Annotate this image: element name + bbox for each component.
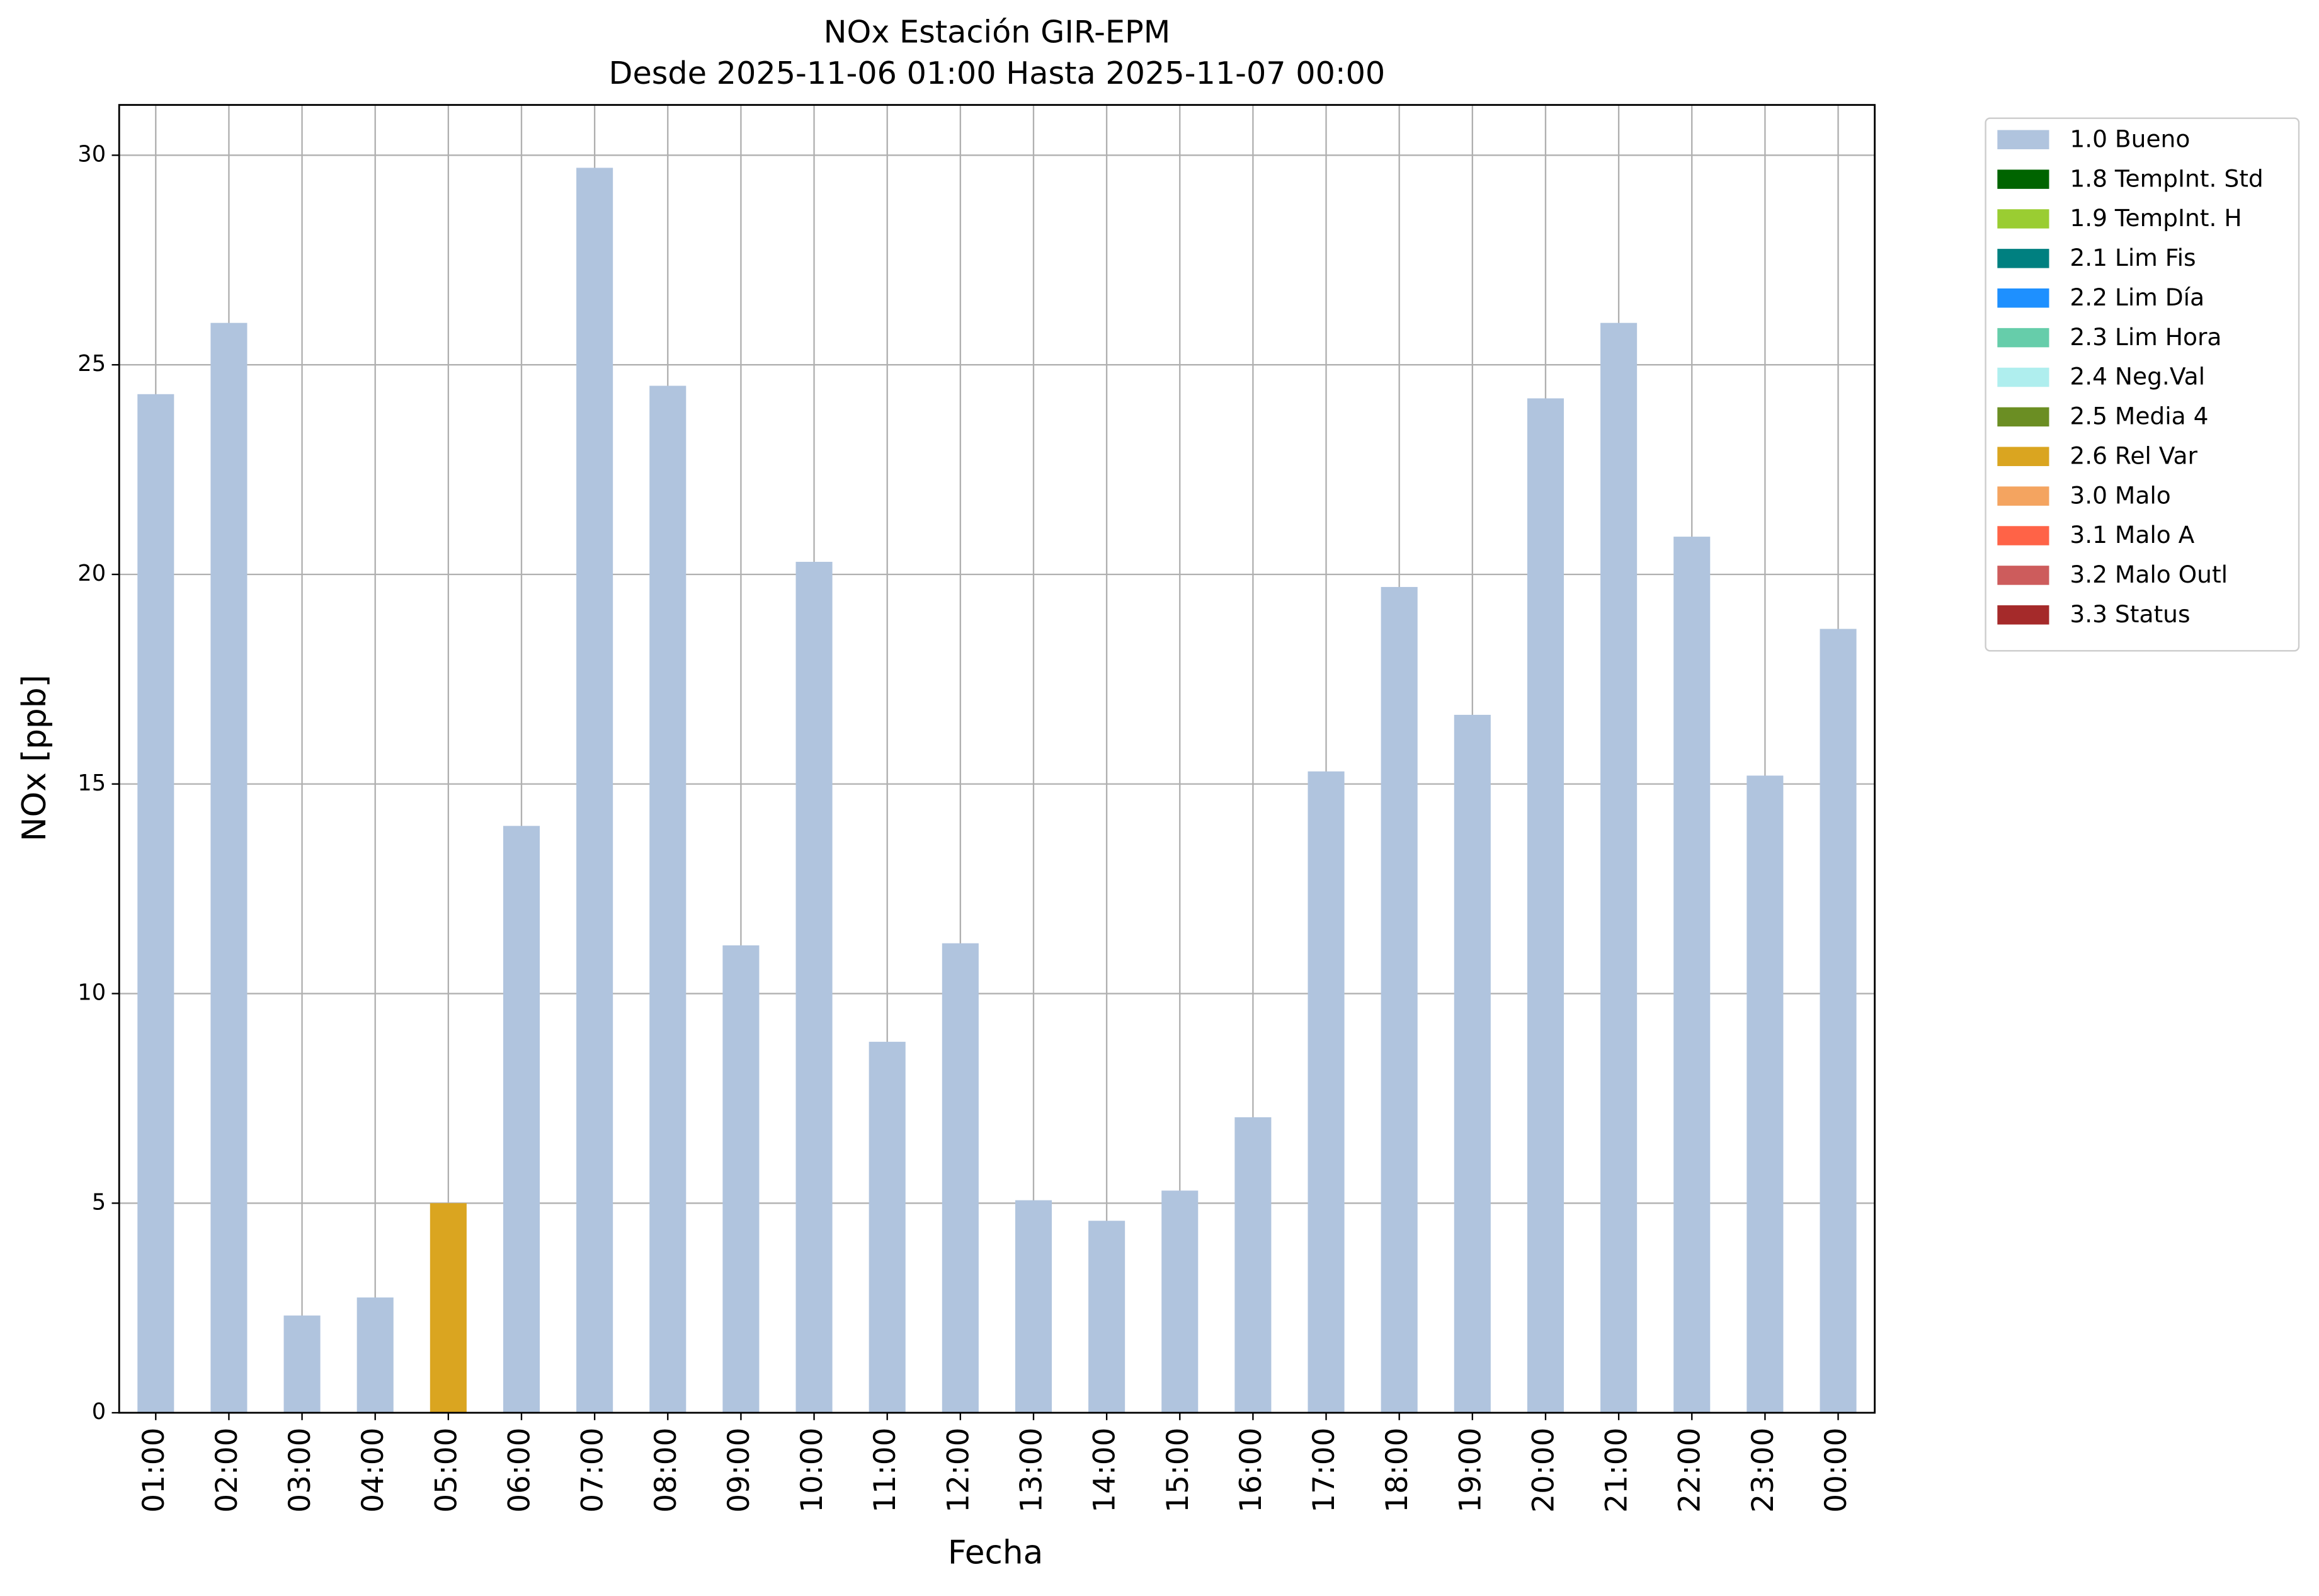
bar xyxy=(649,385,687,1413)
x-tick-label: 11:00 xyxy=(868,1428,903,1513)
x-tick-label: 01:00 xyxy=(137,1428,171,1513)
legend-swatch xyxy=(1997,526,2049,545)
legend-swatch xyxy=(1997,169,2049,189)
bar xyxy=(356,1297,394,1413)
bar xyxy=(1746,775,1784,1413)
x-tick-label: 19:00 xyxy=(1453,1428,1488,1513)
legend-label: 2.1 Lim Fis xyxy=(2070,244,2196,271)
legend-label: 2.3 Lim Hora xyxy=(2070,323,2221,351)
legend-box xyxy=(1985,117,2300,652)
x-tick-label: 00:00 xyxy=(1819,1428,1854,1513)
bar xyxy=(869,1042,906,1413)
legend-label: 2.4 Neg.Val xyxy=(2070,363,2205,390)
x-tick-label: 20:00 xyxy=(1526,1428,1561,1513)
legend-label: 2.5 Media 4 xyxy=(2070,402,2208,430)
bar xyxy=(1381,586,1418,1413)
x-tick-label: 16:00 xyxy=(1234,1428,1268,1513)
x-tick-label: 10:00 xyxy=(795,1428,829,1513)
y-tick-label: 30 xyxy=(77,141,106,167)
bar xyxy=(722,945,760,1413)
plot-frame xyxy=(118,104,1876,1414)
y-tick-label: 15 xyxy=(77,770,106,796)
bar xyxy=(1234,1117,1272,1413)
bar xyxy=(1161,1190,1199,1413)
legend-swatch xyxy=(1997,249,2049,268)
legend-swatch xyxy=(1997,367,2049,387)
x-tick-label: 14:00 xyxy=(1088,1428,1122,1513)
legend-label: 3.1 Malo A xyxy=(2070,521,2194,549)
y-tick-label: 0 xyxy=(92,1399,106,1425)
legend-label: 3.2 Malo Outl xyxy=(2070,561,2228,588)
legend-label: 2.2 Lim Día xyxy=(2070,283,2204,311)
legend-swatch xyxy=(1997,605,2049,625)
bar xyxy=(1015,1200,1052,1413)
legend-swatch xyxy=(1997,209,2049,229)
x-tick-label: 21:00 xyxy=(1600,1428,1634,1513)
legend-label: 3.0 Malo xyxy=(2070,481,2170,509)
legend-swatch xyxy=(1997,288,2049,308)
x-tick-label: 05:00 xyxy=(429,1428,464,1513)
bar xyxy=(576,168,613,1413)
x-tick-label: 17:00 xyxy=(1307,1428,1342,1513)
x-tick-label: 06:00 xyxy=(502,1428,537,1513)
x-tick-label: 22:00 xyxy=(1673,1428,1707,1513)
x-tick-label: 18:00 xyxy=(1380,1428,1415,1513)
legend-label: 1.0 Bueno xyxy=(2070,125,2190,152)
bar xyxy=(942,943,979,1413)
x-tick-label: 23:00 xyxy=(1746,1428,1781,1513)
x-tick-label: 12:00 xyxy=(941,1428,976,1513)
bar xyxy=(1673,537,1711,1413)
bar xyxy=(1600,322,1638,1413)
legend-swatch xyxy=(1997,407,2049,427)
y-tick-label: 5 xyxy=(92,1189,106,1215)
bar xyxy=(1527,398,1564,1413)
legend-label: 1.8 TempInt. Std xyxy=(2070,164,2263,192)
legend-swatch xyxy=(1997,328,2049,348)
x-axis-label: Fecha xyxy=(948,1534,1043,1571)
legend-swatch xyxy=(1997,130,2049,149)
legend-swatch xyxy=(1997,566,2049,585)
legend-swatch xyxy=(1997,447,2049,467)
bar xyxy=(137,394,174,1413)
bar xyxy=(1308,771,1345,1413)
x-tick-label: 07:00 xyxy=(576,1428,610,1513)
x-tick-label: 15:00 xyxy=(1161,1428,1195,1513)
bar xyxy=(210,322,248,1413)
chart-subtitle: Desde 2025-11-06 01:00 Hasta 2025-11-07 … xyxy=(609,55,1386,91)
bars xyxy=(137,168,1857,1413)
bar xyxy=(1820,629,1857,1413)
x-tick-label: 09:00 xyxy=(722,1428,756,1513)
y-tick-label: 20 xyxy=(77,561,106,586)
x-tick-label: 02:00 xyxy=(210,1428,244,1513)
bar xyxy=(430,1203,467,1413)
y-axis-label: NOx [ppb] xyxy=(16,675,54,841)
legend-label: 3.3 Status xyxy=(2070,600,2190,628)
bar xyxy=(1088,1221,1125,1413)
bar xyxy=(283,1315,321,1413)
x-tick-label: 08:00 xyxy=(649,1428,683,1513)
x-tick-label: 03:00 xyxy=(283,1428,317,1513)
bar xyxy=(795,562,833,1413)
bar xyxy=(503,826,540,1413)
y-tick-label: 25 xyxy=(77,351,106,377)
legend-swatch xyxy=(1997,486,2049,506)
chart-title: NOx Estación GIR-EPM xyxy=(824,13,1171,50)
legend-label: 2.6 Rel Var xyxy=(2070,442,2197,469)
bar xyxy=(1454,714,1491,1413)
x-tick-label: 13:00 xyxy=(1014,1428,1049,1513)
y-tick-label: 10 xyxy=(77,980,106,1006)
legend-label: 1.9 TempInt. H xyxy=(2070,204,2242,232)
x-tick-label: 04:00 xyxy=(356,1428,390,1513)
